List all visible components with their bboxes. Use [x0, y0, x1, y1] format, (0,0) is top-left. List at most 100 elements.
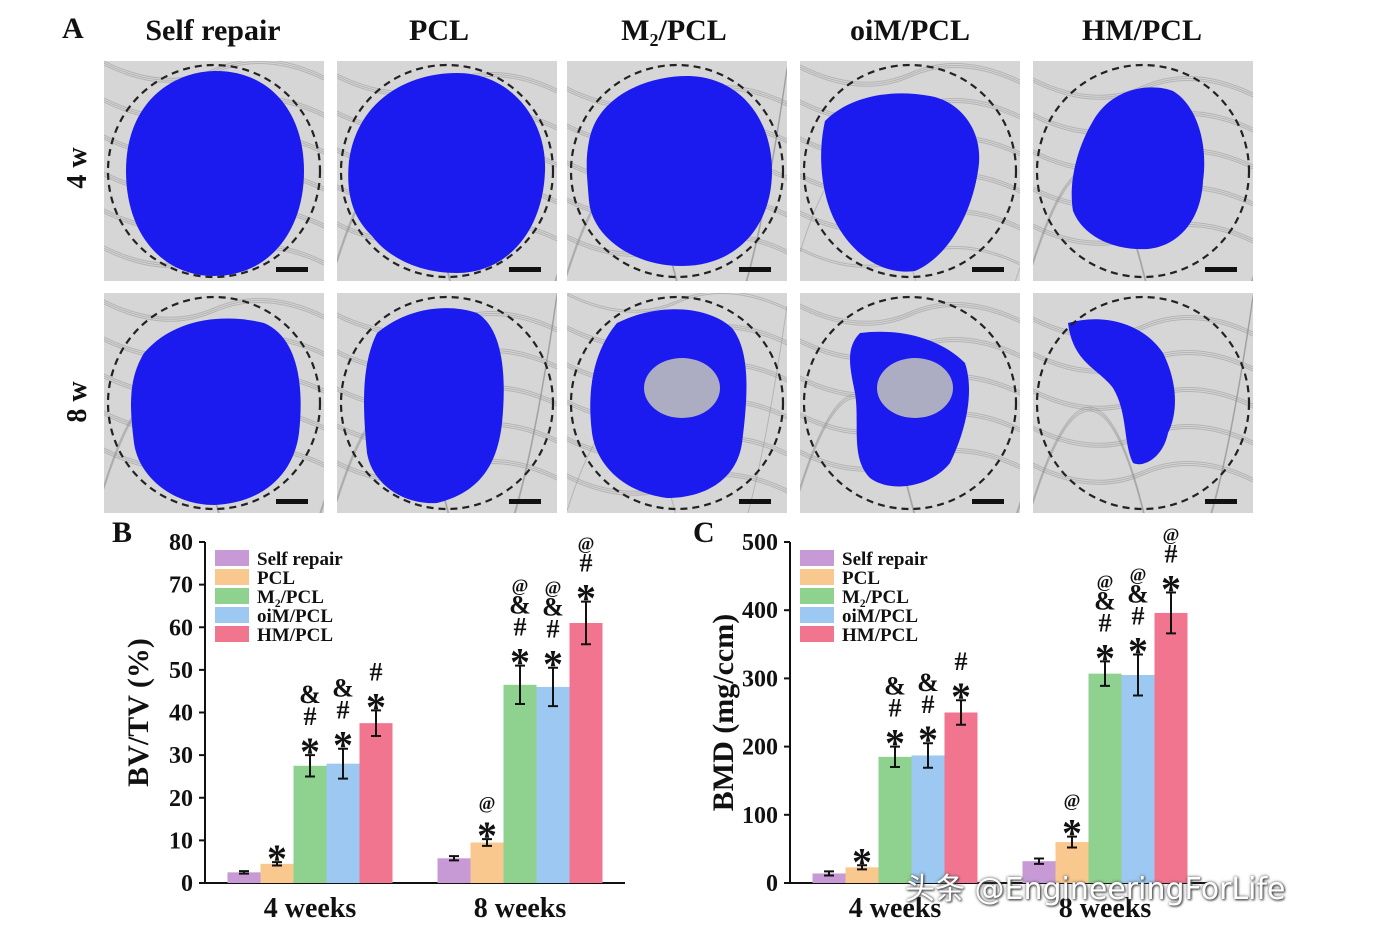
- y-tick-label: 80: [169, 530, 193, 556]
- legend-swatch: [800, 588, 834, 604]
- y-tick-label: 70: [169, 573, 193, 599]
- bar-1-1: [470, 842, 504, 883]
- error-bar: [239, 870, 249, 875]
- significance-mark: &: [1127, 580, 1149, 609]
- micro-ct-image-pcl-8w: [337, 293, 557, 513]
- error-bar: [1100, 660, 1110, 687]
- bar-1-4: [1154, 612, 1188, 883]
- error-bar: [338, 747, 348, 780]
- y-tick-label: 300: [742, 666, 778, 692]
- y-tick-label: 0: [181, 871, 193, 897]
- x-category-label: 4 weeks: [849, 893, 942, 924]
- x-category-label: 4 weeks: [264, 893, 357, 924]
- significance-mark: #: [370, 657, 383, 686]
- significance-mark: *: [543, 642, 563, 687]
- bar-0-3: [326, 763, 360, 883]
- bmd-chart: 0 100 200 300 400 500 BMD (mg/ccm) * * # & * # & * #4 w…: [685, 518, 1225, 928]
- scale-bar: [276, 499, 308, 504]
- scale-bar: [972, 499, 1004, 504]
- significance-mark: *: [852, 839, 872, 884]
- new-bone-region: [131, 318, 301, 505]
- significance-mark: *: [576, 576, 596, 621]
- legend-swatch: [215, 550, 249, 566]
- legend-swatch: [800, 569, 834, 585]
- new-bone-region: [586, 76, 772, 266]
- bar-0-4: [359, 723, 393, 883]
- new-bone-region: [1068, 319, 1175, 465]
- micro-ct-image-hm-pcl-4w: [1033, 61, 1253, 281]
- legend-label: oiM/PCL: [257, 606, 333, 627]
- row-label-4w: 4 w: [62, 147, 93, 189]
- significance-mark: #: [337, 696, 350, 725]
- row-label-8w: 8 w: [62, 381, 93, 423]
- significance-mark: *: [885, 721, 905, 766]
- error-bar: [305, 754, 315, 778]
- new-bone-region: [364, 308, 504, 504]
- significance-mark: &: [509, 591, 531, 620]
- micro-ct-image-m2-pcl-8w: [567, 293, 787, 513]
- significance-mark: #: [955, 647, 968, 676]
- bar-0-0: [227, 872, 261, 883]
- bar-0-2: [293, 765, 327, 883]
- bar-1-3: [1121, 674, 1155, 883]
- significance-mark: @: [1130, 565, 1147, 585]
- bar-1-2: [1088, 673, 1122, 883]
- micro-ct-image-oim-pcl-8w: [800, 293, 1020, 513]
- legend-swatch: [800, 626, 834, 642]
- scale-bar: [509, 267, 541, 272]
- significance-mark: *: [333, 723, 353, 768]
- legend-label: HM/PCL: [257, 625, 333, 646]
- error-bar: [1166, 591, 1176, 635]
- significance-mark: #: [889, 694, 902, 723]
- y-axis-label: BV/TV (%): [122, 638, 155, 787]
- significance-mark: #: [1165, 539, 1178, 568]
- y-tick-label: 400: [742, 598, 778, 624]
- bar-0-1: [260, 863, 294, 883]
- significance-mark: *: [510, 640, 530, 685]
- watermark: 头条 @EngineeringForLife: [905, 872, 1286, 907]
- scale-bar: [739, 267, 771, 272]
- bar-0-3: [911, 755, 945, 883]
- y-tick-label: 40: [169, 701, 193, 727]
- significance-mark: @: [545, 578, 562, 598]
- new-bone-region: [1071, 87, 1205, 250]
- significance-mark: #: [580, 549, 593, 578]
- bar-0-2: [878, 756, 912, 883]
- legend-label: Self repair: [257, 549, 343, 570]
- micro-ct-image-self-repair-8w: [104, 293, 324, 513]
- bar-1-0: [437, 858, 471, 883]
- significance-mark: *: [1128, 629, 1148, 674]
- legend-swatch: [800, 550, 834, 566]
- error-bar: [548, 666, 558, 708]
- error-bar: [956, 699, 966, 726]
- bar-1-4: [569, 622, 603, 883]
- significance-mark: @: [1064, 791, 1081, 811]
- micro-ct-image-hm-pcl-8w: [1033, 293, 1253, 513]
- significance-mark: *: [951, 674, 971, 719]
- significance-mark: @: [1097, 571, 1114, 591]
- panel-a-letter: A: [62, 12, 84, 45]
- significance-mark: #: [1099, 608, 1112, 637]
- column-title-hm-pcl: HM/PCL: [1082, 14, 1202, 47]
- legend-label: HM/PCL: [842, 625, 918, 646]
- y-tick-label: 100: [742, 803, 778, 829]
- legend-label: PCL: [257, 568, 295, 589]
- error-bar: [1034, 857, 1044, 865]
- significance-mark: *: [300, 729, 320, 774]
- bar-0-0: [812, 873, 846, 883]
- y-tick-label: 20: [169, 786, 193, 812]
- significance-mark: #: [514, 613, 527, 642]
- y-tick-label: 500: [742, 530, 778, 556]
- micro-ct-image-pcl-4w: [337, 61, 557, 281]
- y-tick-label: 60: [169, 615, 193, 641]
- significance-mark: @: [479, 793, 496, 813]
- significance-mark: *: [918, 717, 938, 762]
- new-bone-region: [821, 93, 980, 272]
- legend-label: Self repair: [842, 549, 928, 570]
- significance-mark: *: [1161, 566, 1181, 611]
- error-bar: [449, 855, 459, 862]
- bar-1-1: [1055, 842, 1089, 883]
- legend-label: M₂/PCL: [842, 587, 909, 608]
- significance-mark: #: [922, 690, 935, 719]
